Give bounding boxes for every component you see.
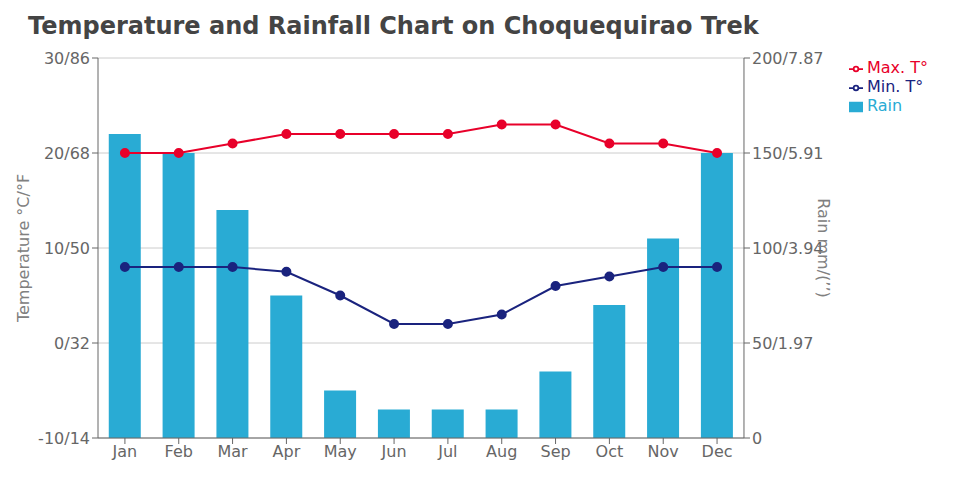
svg-text:Feb: Feb <box>165 442 193 461</box>
svg-text:0: 0 <box>752 429 762 448</box>
svg-text:Jan: Jan <box>112 442 138 461</box>
svg-text:Mar: Mar <box>217 442 248 461</box>
svg-text:200/7.87: 200/7.87 <box>752 49 824 68</box>
svg-text:-10/14: -10/14 <box>38 429 90 448</box>
html-text:Rain: Rain <box>867 96 903 115</box>
svg-text:20/68: 20/68 <box>44 144 90 163</box>
svg-text:Jun: Jun <box>381 442 407 461</box>
svg-text:Apr: Apr <box>273 442 301 461</box>
svg-text:Jul: Jul <box>437 442 457 461</box>
html-text:Temperature and Rainfall Chart: Temperature and Rainfall Chart on Choque… <box>28 12 759 40</box>
svg-text:Oct: Oct <box>596 442 624 461</box>
svg-text:Temperature °C/°F: Temperature °C/°F <box>14 174 33 323</box>
svg-text:Dec: Dec <box>702 442 733 461</box>
html-text:Min. T°: Min. T° <box>867 77 924 96</box>
svg-text:Nov: Nov <box>648 442 679 461</box>
html-text:Max. T°: Max. T° <box>867 58 928 77</box>
svg-text:150/5.91: 150/5.91 <box>752 144 824 163</box>
svg-text:100/3.94: 100/3.94 <box>752 239 824 258</box>
svg-text:50/1.97: 50/1.97 <box>752 334 813 353</box>
svg-text:Rain mm/(’’): Rain mm/(’’) <box>814 198 833 297</box>
svg-text:0/32: 0/32 <box>54 334 90 353</box>
svg-text:10/50: 10/50 <box>44 239 90 258</box>
svg-text:Sep: Sep <box>540 442 570 461</box>
svg-text:Aug: Aug <box>486 442 517 461</box>
svg-text:30/86: 30/86 <box>44 49 90 68</box>
svg-text:May: May <box>324 442 357 461</box>
